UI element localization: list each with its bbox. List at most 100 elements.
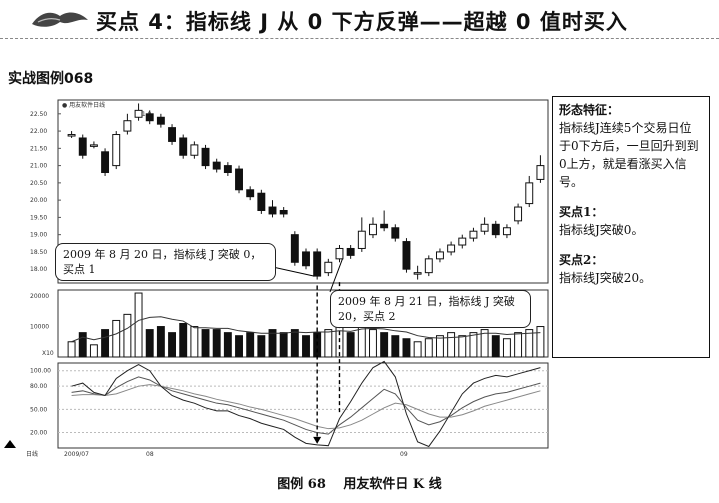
volume-bar: [212, 329, 221, 358]
volume-bar: [435, 335, 444, 358]
logo-icon: [32, 12, 88, 27]
candle-body: [290, 234, 299, 263]
candle-body: [502, 227, 511, 236]
price-tick-label: 21.50: [30, 145, 47, 152]
candle-body: [413, 272, 422, 275]
volume-tick-label: 20000: [30, 293, 49, 300]
buy-point-2-text: 2009 年 8 月 21 日，指标线 J 突破 20，买点 2: [338, 295, 515, 323]
volume-bar: [458, 335, 467, 358]
candle-body: [168, 127, 177, 142]
buy-point-2-callout: 2009 年 8 月 21 日，指标线 J 突破 20，买点 2: [330, 290, 531, 328]
kdj-line-d: [71, 384, 541, 430]
volume-bar: [469, 332, 478, 358]
candle-body: [536, 165, 545, 180]
date-tick-label: 08: [146, 451, 154, 458]
candle-body: [179, 137, 188, 156]
candle-body: [357, 230, 366, 249]
candle-body: [156, 116, 165, 125]
volume-bar: [101, 329, 110, 358]
candle-body: [514, 206, 523, 222]
example-label: 实战图例068: [8, 71, 94, 87]
candle-body: [67, 134, 76, 137]
candle-body: [279, 209, 288, 215]
candle-body: [145, 113, 154, 122]
candle-body: [391, 227, 400, 239]
volume-bar: [190, 326, 199, 358]
price-tick-label: 20.50: [30, 180, 47, 187]
volume-bar: [134, 292, 143, 358]
volume-bar: [78, 332, 87, 358]
buy-point-1-title: 买点1：: [559, 205, 604, 219]
buy-point-2-title: 买点2：: [559, 253, 604, 267]
buy-point-1-text: 2009 年 8 月 20 日，指标线 J 突破 0，买点 1: [63, 248, 262, 276]
title-divider: [0, 38, 719, 39]
candle-body: [235, 168, 243, 191]
candle-body: [346, 247, 355, 256]
price-panel-frame: [57, 99, 549, 284]
candle-body: [380, 223, 389, 229]
volume-bar: [112, 319, 121, 358]
volume-bar: [324, 329, 333, 358]
candle-body: [89, 144, 98, 147]
arrow-down-icon: [313, 436, 322, 444]
volume-bar: [502, 338, 511, 358]
candle-body: [268, 206, 277, 215]
volume-bar: [491, 335, 500, 358]
volume-bar: [424, 338, 433, 358]
price-tick-label: 19.00: [30, 232, 47, 239]
kdj-tick-label: 50.00: [30, 406, 47, 413]
candle-body: [246, 189, 255, 198]
timeframe-label: 日线: [26, 450, 38, 458]
notes-description: 指标线J连续5个交易日位于0下方后，一旦回升到到0上方，就是看涨买入信号。: [559, 121, 699, 189]
buy-point-1-rule: 指标线J突破0。: [559, 223, 644, 237]
price-tick-label: 20.00: [30, 197, 47, 204]
price-tick-label: 22.50: [30, 111, 47, 118]
volume-bar: [179, 323, 188, 358]
candle-body: [335, 247, 344, 260]
candle-body: [78, 137, 87, 156]
candle-body: [491, 223, 500, 236]
triangle-marker-icon: [4, 440, 16, 448]
volume-bar: [279, 332, 288, 358]
candle-body: [424, 258, 433, 274]
candle-body: [458, 237, 467, 246]
price-tick-label: 18.00: [30, 266, 47, 273]
candle-body: [435, 251, 444, 260]
date-tick-label: 2009/07: [64, 451, 89, 458]
volume-bar: [168, 332, 177, 358]
volume-bar: [235, 335, 243, 358]
volume-bar: [145, 329, 154, 358]
candle-body: [112, 134, 121, 167]
candle-body: [402, 241, 411, 270]
page-title: 买点 4：指标线 J 从 0 下方反弹——超越 0 值时买入: [96, 10, 628, 34]
volume-bar: [413, 341, 422, 358]
candle-body: [480, 223, 489, 232]
peak-price-label: 21.0: [138, 111, 152, 118]
candle-body: [101, 151, 110, 174]
volume-bar: [447, 332, 456, 358]
candle-body: [313, 251, 322, 277]
price-tick-label: 22.00: [30, 128, 47, 135]
kdj-tick-label: 80.00: [30, 383, 47, 390]
volume-bar: [302, 335, 310, 358]
candle-body: [201, 147, 210, 167]
candle-body: [447, 244, 456, 253]
volume-bar: [223, 332, 232, 358]
volume-bar: [290, 329, 299, 358]
candle-body: [302, 251, 310, 267]
volume-bar: [246, 332, 255, 358]
buy-point-1-callout: 2009 年 8 月 20 日，指标线 J 突破 0，买点 1: [55, 243, 276, 281]
volume-bar: [391, 335, 400, 358]
candle-body: [190, 144, 199, 156]
volume-unit-label: X10: [42, 350, 54, 357]
volume-bar: [346, 332, 355, 358]
candle-body: [223, 165, 232, 174]
notes-heading: 形态特征：: [559, 103, 620, 117]
pattern-notes-panel: 形态特征： 指标线J连续5个交易日位于0下方后，一旦回升到到0上方，就是看涨买入…: [552, 96, 710, 358]
volume-bar: [369, 329, 377, 358]
candle-body: [369, 223, 377, 236]
kdj-panel-frame: [57, 362, 549, 449]
candle-body: [469, 230, 478, 239]
chart-legend-label: ● 用友软件日线: [62, 101, 105, 109]
